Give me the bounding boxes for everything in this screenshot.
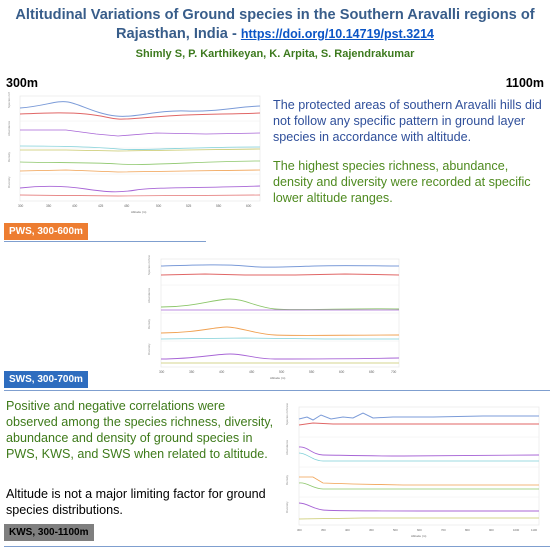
kws-series-line [299, 476, 539, 486]
sws-axis-label: Abundance [147, 287, 151, 303]
svg-text:300: 300 [18, 204, 24, 208]
svg-text:900: 900 [489, 528, 494, 532]
finding-limiting: Altitude is not a major limiting factor … [6, 487, 266, 517]
svg-text:1100: 1100 [531, 528, 537, 532]
sws-axis-label: Density [147, 318, 151, 329]
kws-series-line [298, 422, 539, 426]
pws-series-line [19, 101, 261, 117]
kws-series-line [298, 446, 540, 457]
svg-text:425: 425 [98, 204, 104, 208]
svg-text:450: 450 [249, 370, 255, 374]
svg-text:300: 300 [159, 370, 165, 374]
sws-label: SWS, 300-700m [4, 371, 88, 388]
svg-text:400: 400 [345, 528, 350, 532]
svg-text:300: 300 [297, 528, 302, 532]
sws-series-line [160, 353, 400, 360]
pws-axis-label: Abundance [7, 120, 11, 136]
kws-chart: Species richness Abundance Density Diver… [283, 403, 545, 543]
kws-series-line [298, 482, 539, 490]
svg-text:500: 500 [393, 528, 398, 532]
pws-axis-label: Diversity [7, 176, 11, 188]
pws-axis-label: Species richness [7, 92, 11, 108]
pws-series-line [19, 194, 261, 197]
sws-series-line [160, 337, 399, 340]
pws-divider [4, 241, 206, 242]
svg-text:600: 600 [339, 370, 345, 374]
pws-label: PWS, 300-600m [4, 223, 88, 240]
svg-text:450: 450 [369, 528, 374, 532]
svg-text:525: 525 [186, 204, 192, 208]
svg-text:350: 350 [46, 204, 52, 208]
kws-x-ticks: 300 350 400 450 500 600 700 800 900 1000 1100 [297, 528, 537, 532]
pws-chart: Species richness Abundance Density Diver… [6, 92, 266, 217]
svg-text:600: 600 [417, 528, 422, 532]
kws-axis-label: Diversity [285, 501, 289, 513]
sws-series-line [160, 326, 400, 336]
finding-pattern: The protected areas of southern Aravalli… [273, 98, 542, 144]
finding-richness: The highest species richness, abundance,… [273, 159, 531, 205]
kws-x-axis-label: Altitude (m) [411, 534, 426, 538]
authors: Shimly S, P. Karthikeyan, K. Arpita, S. … [135, 48, 415, 60]
pws-x-axis-label: Altitude (m) [131, 210, 146, 214]
kws-series-line [298, 412, 539, 421]
pws-series-line [19, 112, 261, 120]
svg-text:800: 800 [465, 528, 470, 532]
kws-divider [4, 546, 550, 547]
kws-axis-label: Abundance [285, 439, 289, 455]
pws-series-line [19, 169, 261, 173]
sws-axis-label: Species richness [147, 255, 151, 275]
sws-divider [4, 390, 550, 391]
paper-title: Altitudinal Variations of Ground species… [0, 6, 550, 44]
svg-text:400: 400 [219, 370, 225, 374]
svg-text:600: 600 [246, 204, 252, 208]
svg-text:400: 400 [72, 204, 78, 208]
svg-text:700: 700 [391, 370, 397, 374]
svg-text:700: 700 [441, 528, 446, 532]
kws-axis-label: Species richness [285, 403, 289, 425]
finding-correlations: Positive and negative correlations were … [6, 399, 274, 461]
altitude-low: 300m [6, 76, 38, 90]
pws-series-line [19, 145, 261, 150]
svg-text:450: 450 [124, 204, 130, 208]
kws-series-line [298, 452, 539, 462]
svg-text:650: 650 [369, 370, 375, 374]
pws-gridlines [20, 120, 260, 175]
sws-series-line [160, 298, 400, 311]
sws-chart: Species richness Abundance Density Diver… [145, 255, 405, 383]
svg-text:550: 550 [216, 204, 222, 208]
svg-text:350: 350 [189, 370, 195, 374]
kws-series-line [298, 517, 539, 520]
pws-series-line [19, 160, 261, 165]
svg-text:550: 550 [309, 370, 315, 374]
sws-series-line [160, 273, 400, 276]
svg-text:500: 500 [279, 370, 285, 374]
title-text: Altitudinal Variations of Ground species… [15, 7, 535, 42]
pws-series-line [20, 129, 261, 137]
kws-axis-label: Density [285, 474, 289, 485]
sws-axis-label: Diversity [147, 343, 151, 355]
svg-text:500: 500 [156, 204, 162, 208]
pws-axis-label: Density [7, 151, 11, 162]
svg-text:350: 350 [321, 528, 326, 532]
svg-text:1000: 1000 [513, 528, 520, 532]
pws-series-line [20, 148, 261, 152]
kws-label: KWS, 300-1100m [4, 524, 94, 541]
sws-x-ticks: 300 350 400 450 500 550 600 650 700 [159, 370, 397, 374]
pws-series-line [19, 185, 261, 193]
pws-x-ticks: 300 350 400 425 450 500 525 550 600 [18, 204, 252, 208]
altitude-high: 1100m [505, 76, 544, 90]
kws-series-line [298, 502, 540, 512]
doi-link[interactable]: https://doi.org/10.14719/pst.3214 [240, 27, 434, 41]
sws-x-axis-label: Altitude (m) [270, 376, 285, 380]
sws-series-line [160, 264, 400, 268]
